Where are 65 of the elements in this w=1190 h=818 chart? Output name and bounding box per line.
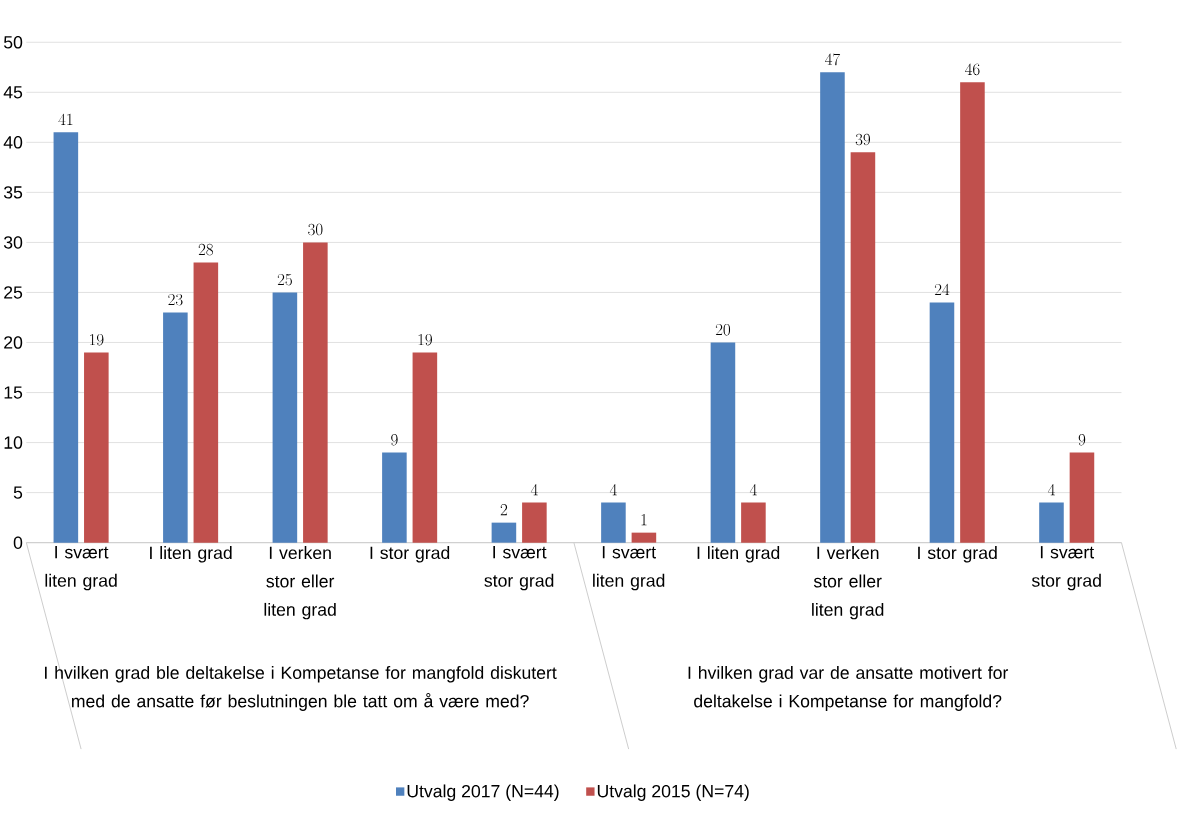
data-label: 4 [530,483,538,496]
data-label: 41 [58,113,73,125]
bar [1039,502,1064,543]
bar [929,302,955,543]
text: I hvilken grad ble deltakelse i Kompetanse for mangfold diskutert med de ansatte før beslutningen ble tatt om å være med? [45,666,557,711]
bar [601,502,626,543]
bar [382,452,407,543]
bar [412,352,438,543]
x-tick-label: I svært stor grad [1031,546,1101,591]
data-label: 25 [277,273,292,286]
y-tick-label: 15 [4,386,23,399]
bar [850,152,876,543]
data-label: 1 [641,514,647,526]
bar [303,242,328,543]
bar [741,502,766,543]
data-label: 4 [609,483,617,496]
bar [193,262,219,543]
data-label: 20 [715,323,731,336]
data-label: 30 [308,223,323,236]
bar [631,532,657,543]
data-label: 28 [198,243,214,256]
bar [53,132,79,543]
x-tick-label: I verken stor eller liten grad [812,546,884,620]
x-tick-label: I liten grad [697,546,780,563]
x-tick-label: I svært liten grad [45,546,117,591]
data-label: 9 [391,434,398,446]
y-tick-label: 0 [13,536,23,549]
data-label: 39 [855,133,871,146]
bar [1069,452,1095,543]
y-tick-label: 50 [3,36,23,49]
data-label: 46 [965,63,980,76]
x-tick-label: I verken stor eller liten grad [264,546,336,620]
data-label: 19 [418,333,432,346]
y-tick-label: 40 [3,136,23,149]
y-tick-label: 45 [3,86,23,99]
text: I hvilken grad var de ansatte motivert for deltakelse i Kompetanse for mangfold? [688,666,1009,711]
bar [272,292,298,543]
y-tick-label: 35 [3,186,23,199]
bar [84,352,109,543]
bar [522,502,547,543]
x-tick-label: I svært stor grad [484,546,554,591]
legend-label: Utvalg 2017 (N=44) [407,784,559,801]
x-tick-label: I liten grad [150,546,232,563]
data-label: 4 [1047,483,1056,496]
y-tick-label: 25 [4,286,23,299]
x-tick-label: I stor grad [370,546,450,563]
data-label: 23 [168,293,183,306]
bar [163,312,188,543]
data-label: 24 [934,283,950,296]
data-label: 19 [90,333,104,346]
y-tick-label: 30 [3,236,23,249]
data-label: 4 [749,483,757,496]
y-tick-label: 5 [13,486,23,499]
data-label: 47 [825,53,841,66]
y-tick-label: 10 [4,436,23,449]
data-label: 9 [1078,434,1086,446]
y-tick-label: 20 [4,336,23,349]
x-tick-label: I svært liten grad [593,546,665,591]
data-label: 2 [500,504,508,516]
bar [710,342,736,543]
bar [491,522,517,543]
legend-label: Utvalg 2015 (N=74) [597,784,749,801]
bar [820,72,845,543]
bar [960,82,985,543]
x-tick-label: I stor grad [918,546,997,563]
